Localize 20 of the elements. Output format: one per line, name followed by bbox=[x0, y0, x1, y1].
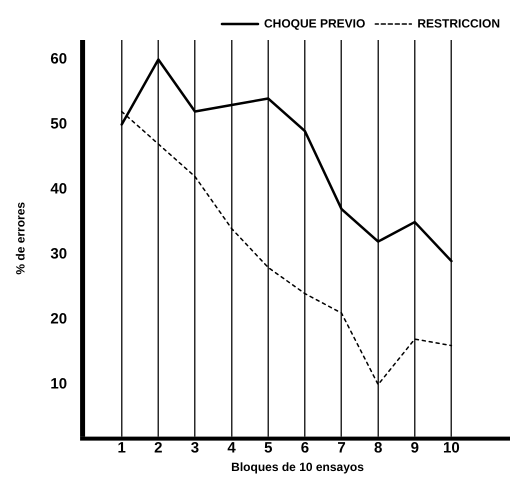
x-tick-label: 10 bbox=[443, 440, 460, 457]
x-axis-title: Bloques de 10 ensayos bbox=[231, 460, 364, 474]
y-tick-label: 60 bbox=[50, 50, 68, 68]
x-tick-label: 2 bbox=[154, 440, 163, 457]
x-tick-label: 3 bbox=[190, 440, 200, 457]
y-tick-label: 10 bbox=[50, 376, 68, 393]
legend-label: CHOQUE PREVIO bbox=[264, 16, 366, 30]
x-tick-label: 6 bbox=[300, 440, 310, 457]
y-tick-label: 40 bbox=[50, 180, 68, 198]
x-tick-label: 7 bbox=[337, 440, 346, 457]
x-tick-label: 4 bbox=[227, 440, 236, 457]
y-tick-label: 30 bbox=[50, 246, 68, 263]
y-axis-title: % de errores bbox=[14, 202, 28, 275]
x-tick-label: 9 bbox=[410, 440, 419, 457]
legend-label: RESTRICCION bbox=[417, 16, 500, 30]
x-tick-label: 1 bbox=[118, 440, 126, 457]
y-tick-label: 20 bbox=[50, 310, 68, 328]
x-tick-label: 5 bbox=[264, 440, 272, 457]
y-tick-label: 50 bbox=[50, 116, 68, 133]
x-tick-label: 8 bbox=[374, 440, 382, 457]
